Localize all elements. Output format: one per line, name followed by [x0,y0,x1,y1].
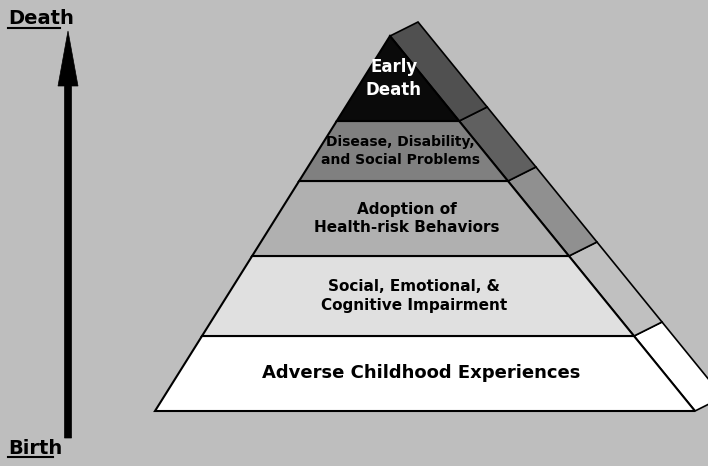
Polygon shape [390,22,487,121]
Polygon shape [337,36,459,121]
Polygon shape [299,121,508,181]
Polygon shape [202,256,634,336]
Polygon shape [508,167,597,256]
Polygon shape [459,107,536,181]
Text: Birth: Birth [8,439,62,458]
Text: Social, Emotional, &
Cognitive Impairment: Social, Emotional, & Cognitive Impairmen… [321,279,508,313]
Text: Disease, Disability,
and Social Problems: Disease, Disability, and Social Problems [321,135,480,167]
Polygon shape [634,322,708,411]
Text: Adverse Childhood Experiences: Adverse Childhood Experiences [262,364,581,383]
Polygon shape [155,336,695,411]
Text: Adoption of
Health-risk Behaviors: Adoption of Health-risk Behaviors [314,202,500,235]
Text: Death: Death [8,8,74,27]
Polygon shape [252,181,569,256]
Polygon shape [569,242,662,336]
Polygon shape [58,31,78,438]
Text: Early
Death: Early Death [366,58,422,99]
